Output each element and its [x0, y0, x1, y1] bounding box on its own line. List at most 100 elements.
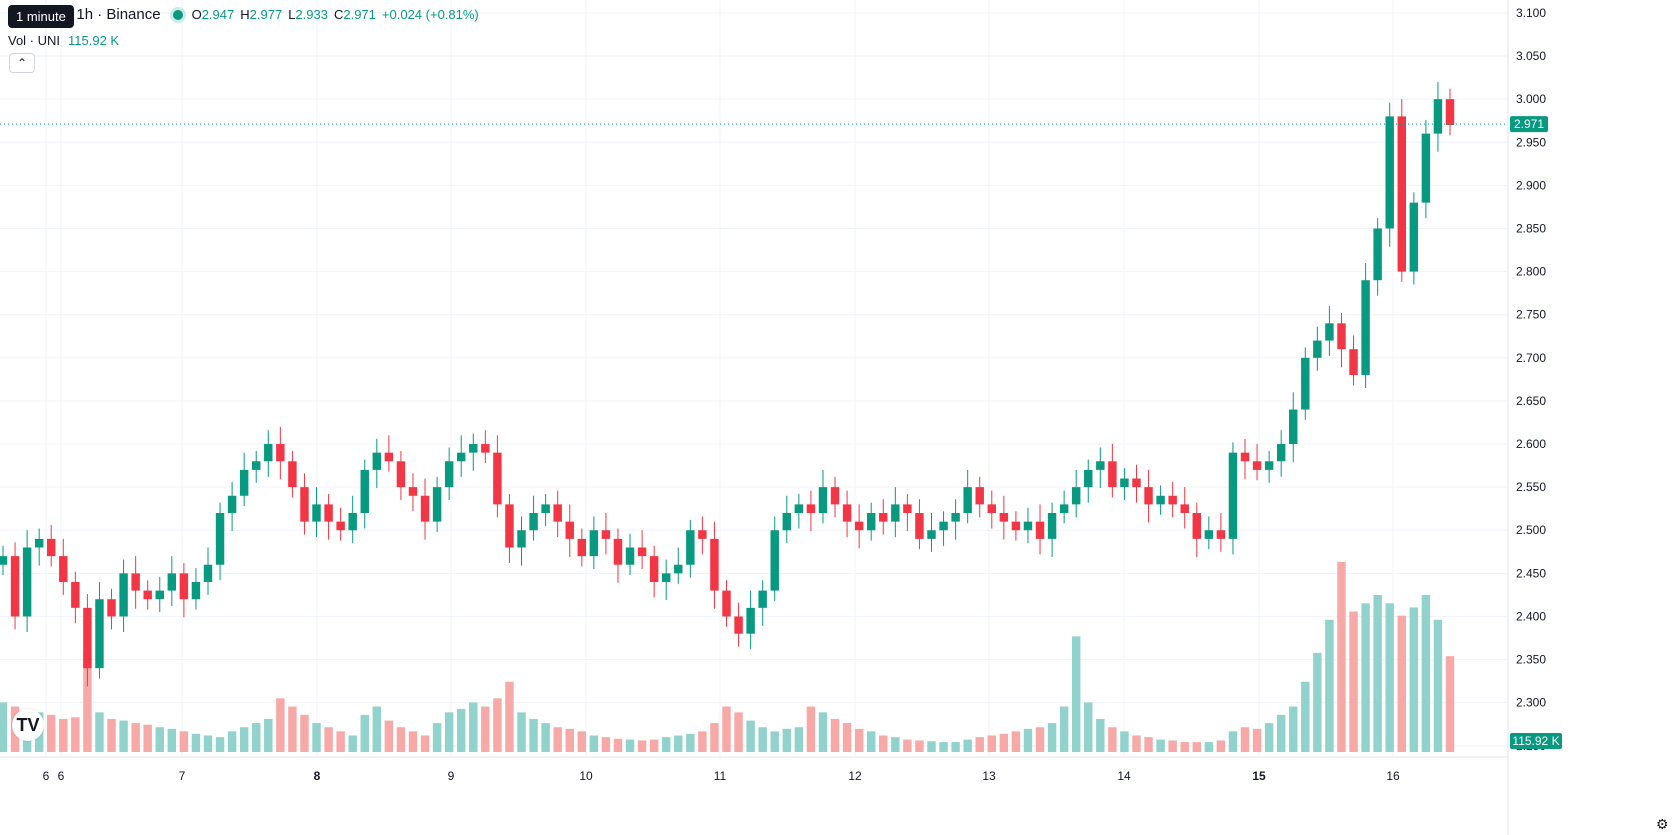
- settings-gear-icon[interactable]: ⚙: [1656, 816, 1669, 832]
- price-tick-label: 2.350: [1516, 653, 1546, 667]
- volume-bar: [505, 681, 514, 752]
- candle-body: [758, 590, 767, 608]
- price-tick-label: 2.800: [1516, 265, 1546, 279]
- candle-body: [746, 607, 755, 634]
- volume-bar: [770, 731, 779, 752]
- candle-body: [276, 444, 285, 462]
- volume-bar: [1168, 740, 1177, 752]
- candle-body: [710, 538, 719, 591]
- volume-bar: [903, 739, 912, 752]
- price-axis[interactable]: 3.100 3.050 3.000 2.950 2.900 2.850 2.800 2.750…: [1516, 6, 1546, 753]
- open-value: 2.947: [201, 7, 235, 22]
- candle-body: [1289, 409, 1298, 445]
- candle-body: [10, 556, 20, 617]
- candle-body: [529, 513, 538, 531]
- time-axis[interactable]: 6 6 7 8 9 10 11 12 13 14 15 16: [43, 769, 1400, 783]
- candle-body: [1433, 99, 1443, 134]
- volume-bar: [710, 723, 719, 752]
- volume-badge: 115.92 K: [1512, 734, 1559, 748]
- candle-body: [324, 504, 333, 522]
- volume-badge-bg: [1510, 733, 1562, 749]
- volume-value: 115.92 K: [68, 33, 120, 48]
- candle-body: [1409, 202, 1419, 272]
- volume-bar: [47, 714, 56, 752]
- volume-bar: [1361, 603, 1370, 752]
- candle-body: [951, 513, 960, 522]
- volume-bar: [589, 735, 599, 752]
- collapse-legend-button[interactable]: ⌃: [9, 53, 35, 73]
- candle-body: [1096, 461, 1105, 470]
- volume-bar: [71, 717, 80, 752]
- volume-bar: [300, 714, 309, 752]
- candle-body: [649, 556, 659, 582]
- low-value: 2.933: [295, 7, 328, 22]
- volume-bars: [0, 562, 1455, 752]
- volume-bar: [698, 731, 707, 752]
- volume-bar: [469, 702, 478, 752]
- volume-bar: [577, 731, 587, 752]
- candle-body: [336, 521, 345, 531]
- candle-body: [252, 461, 261, 470]
- candle-body: [1264, 461, 1274, 470]
- candle-body: [505, 504, 514, 548]
- candle-body: [408, 487, 418, 496]
- candle-body: [698, 530, 707, 539]
- price-tick-label: 2.850: [1516, 221, 1546, 235]
- candle-body: [1204, 530, 1214, 539]
- volume-bar: [131, 723, 140, 752]
- candle-body: [300, 487, 309, 522]
- candle-body: [191, 581, 201, 600]
- volume-bar: [1264, 723, 1274, 752]
- volume-bar: [1397, 615, 1406, 752]
- market-status-icon: [172, 9, 183, 20]
- volume-bar: [227, 731, 237, 752]
- candle-body: [59, 556, 68, 582]
- volume-bar: [782, 728, 792, 752]
- candle-body: [1035, 521, 1045, 539]
- price-tick-label: 2.500: [1516, 523, 1546, 537]
- candle-body: [396, 461, 406, 488]
- volume-bar: [951, 742, 960, 752]
- candle-body: [481, 444, 490, 453]
- volume-label: Vol · UNI: [8, 33, 61, 48]
- timeframe-tooltip: 1 minute: [8, 5, 74, 28]
- axis-badges: 2.971 115.92 K: [1510, 116, 1562, 749]
- candle-body: [782, 513, 792, 531]
- tradingview-logo-icon[interactable]: TV: [12, 709, 44, 741]
- volume-bar: [939, 742, 948, 752]
- candle-body: [854, 521, 864, 531]
- time-tick-label: 11: [714, 769, 727, 783]
- candle-body: [553, 504, 562, 522]
- time-tick-label: 6: [58, 769, 65, 783]
- volume-bar: [1289, 706, 1298, 752]
- logo-text: TV: [16, 714, 40, 735]
- price-tick-label: 2.450: [1516, 566, 1546, 580]
- volume-bar: [432, 723, 442, 752]
- candle-body: [541, 504, 550, 514]
- candle-body: [288, 461, 297, 488]
- time-tick-label: 16: [1386, 769, 1400, 783]
- volume-bar: [95, 712, 104, 752]
- time-tick-label: 15: [1252, 769, 1266, 783]
- candle-body: [469, 444, 478, 453]
- candle-body: [239, 469, 249, 496]
- candle-body: [203, 564, 213, 582]
- volume-bar: [927, 741, 936, 752]
- candle-body: [215, 513, 225, 565]
- volume-bar: [1120, 731, 1129, 752]
- volume-bar: [215, 737, 225, 752]
- volume-bar: [1409, 607, 1419, 752]
- volume-bar: [1325, 619, 1334, 752]
- candle-body: [674, 564, 683, 574]
- price-tick-label: 2.750: [1516, 308, 1546, 322]
- volume-bar: [517, 712, 526, 752]
- volume-bar: [264, 718, 273, 752]
- candle-body: [939, 521, 948, 531]
- candle-body: [637, 547, 647, 557]
- volume-bar: [601, 737, 611, 752]
- volume-bar: [167, 728, 177, 752]
- volume-bar: [1228, 731, 1238, 752]
- price-tick-label: 3.050: [1516, 49, 1546, 63]
- candle-body: [107, 599, 116, 617]
